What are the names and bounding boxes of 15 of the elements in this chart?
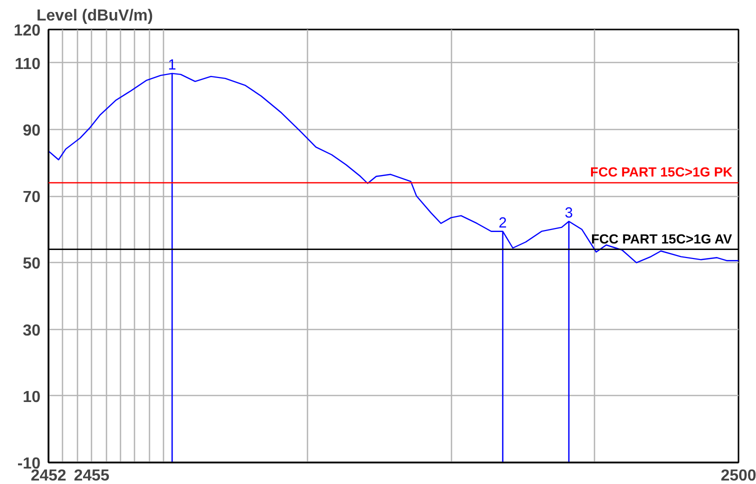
ref-line-label: FCC PART 15C>1G AV (591, 231, 732, 246)
y-tick-label: 110 (14, 56, 41, 73)
y-tick-label: 10 (22, 388, 41, 406)
annotation: 1 (168, 57, 176, 74)
annotation: 3 (564, 205, 573, 222)
y-tick-label: 120 (14, 22, 41, 40)
y-tick-label: 50 (22, 256, 41, 273)
y-tick-label: 70 (22, 189, 41, 206)
annotation: 2 (498, 215, 507, 232)
ref-line-label: FCC PART 15C>1G PK (590, 164, 733, 180)
x-tick-label: 2455 (74, 468, 110, 484)
x-tick-label: 2500 (720, 468, 756, 484)
y-tick-label: 90 (22, 122, 41, 140)
y-tick-label: 30 (22, 322, 41, 340)
y-axis-title: Level (dBuV/m) (36, 8, 153, 24)
